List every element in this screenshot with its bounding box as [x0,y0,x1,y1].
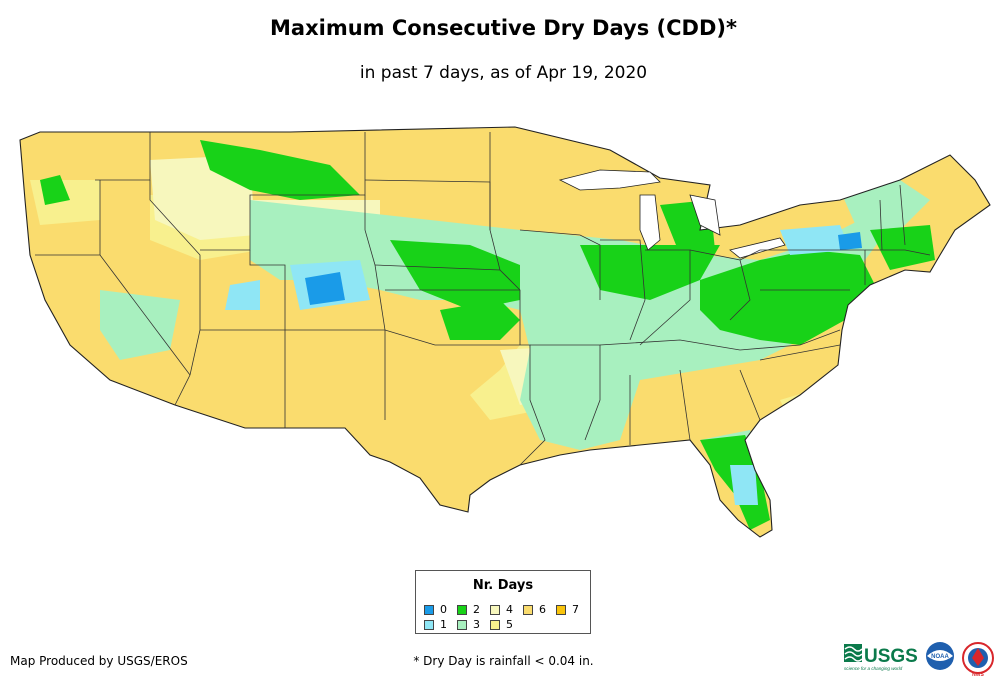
us-cdd-map [19,126,991,538]
cdd-zone-0days [838,232,862,250]
cdd-zone-2days [870,225,935,270]
legend-swatch [457,619,467,630]
cdd-zone-3days [840,180,930,235]
cdd-zone-2days [390,240,520,310]
legend-label: 0 [440,603,447,616]
cdd-zone-1day [730,465,758,505]
legend-swatch [424,619,434,630]
cdd-zone-1day [780,225,850,255]
legend-swatch [490,604,500,615]
legend-item-6: 6 [523,603,546,616]
legend-label: 6 [539,603,546,616]
legend-swatch [523,604,533,615]
legend-item-2: 2 [457,603,480,616]
legend-item-4: 4 [490,603,513,616]
legend-title: Nr. Days [472,578,534,593]
legend-item-5: 5 [490,618,513,631]
agency-logos: USGS science for a changing world NOAA N… [844,642,994,678]
nws-logo-icon: NWS [962,642,994,678]
cdd-zone-2days [580,245,720,300]
noaa-logo-text: NOAA [931,654,949,660]
legend: Nr. Days 0 1 2 3 4 5 6 7 [415,570,591,634]
map-title: Maximum Consecutive Dry Days (CDD)* [270,16,737,40]
legend-swatch [424,604,434,615]
legend-label: 1 [440,618,447,631]
legend-label: 7 [572,603,579,616]
map-credit: Map Produced by USGS/EROS [10,654,188,668]
usgs-logo-text: USGS [864,646,918,667]
legend-item-3: 3 [457,618,480,631]
legend-item-1: 1 [424,618,447,631]
nws-logo-text: NWS [972,672,984,678]
map-subtitle: in past 7 days, as of Apr 19, 2020 [359,63,648,83]
cdd-zone-2days [200,140,360,200]
legend-item-7: 7 [556,603,579,616]
legend-label: 4 [506,603,513,616]
legend-swatch [490,619,500,630]
state-borders [35,132,931,466]
legend-swatch [457,604,467,615]
cdd-zone-2days [40,175,70,205]
dry-day-footnote: * Dry Day is rainfall < 0.04 in. [413,654,594,668]
us-outline [19,126,991,538]
usgs-tagline: science for a changing world [844,666,903,671]
great-lake-superior [558,169,661,191]
noaa-logo-icon: NOAA [926,642,954,670]
great-lake-huron [689,194,721,236]
great-lake-michigan [639,194,661,251]
legend-item-0: 0 [424,603,447,616]
cdd-zone-5days [30,180,100,225]
legend-label: 5 [506,618,513,631]
legend-label: 2 [473,603,480,616]
cdd-zone-2days [440,300,520,340]
legend-swatch [556,604,566,615]
legend-label: 3 [473,618,480,631]
usgs-logo-icon: USGS science for a changing world [844,644,918,671]
cdd-zone-1day [225,280,260,310]
cdd-zone-3days [100,290,180,360]
cdd-zone-0days [305,272,345,305]
great-lake-erie [729,237,786,259]
